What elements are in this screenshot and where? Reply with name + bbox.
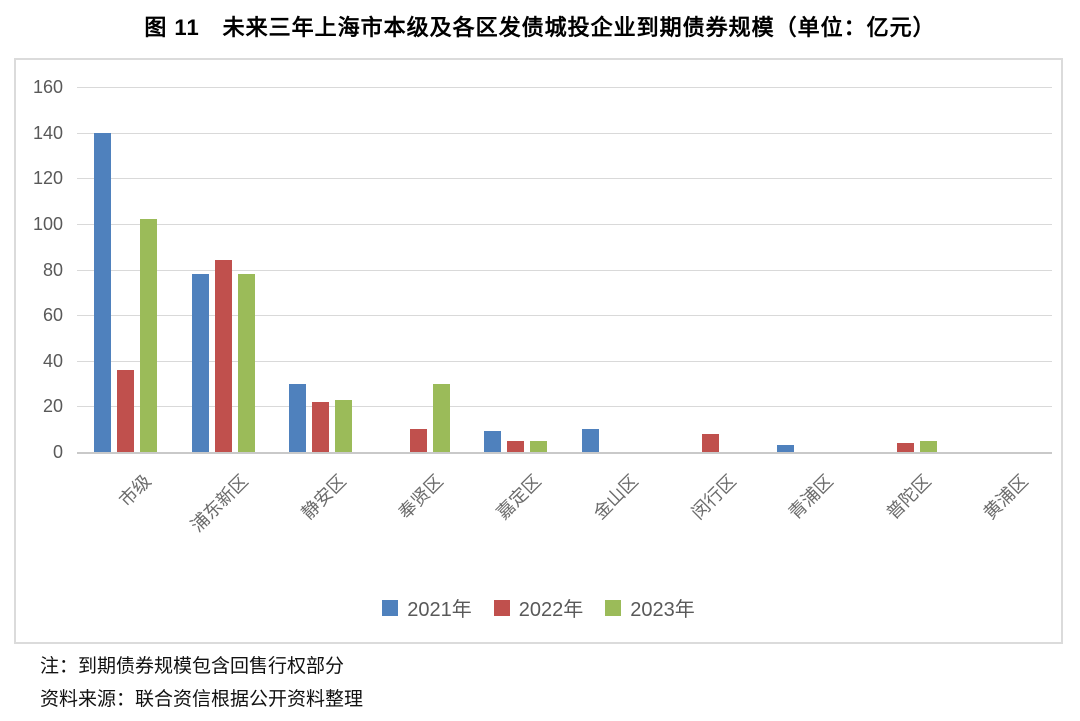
chart-title: 图 11 未来三年上海市本级及各区发债城投企业到期债券规模（单位：亿元） (144, 15, 936, 40)
bar-2023年-静安区 (335, 399, 353, 452)
legend-item: 2021年 (382, 593, 472, 622)
bar-2021年-金山区 (581, 429, 599, 452)
bar-group (857, 87, 955, 452)
plot-area: 0 20 40 60 80 100 120 140 160 (33, 77, 1053, 462)
legend-item: 2022年 (493, 593, 584, 622)
bar-group (565, 87, 663, 452)
legend-swatch-2021年 (382, 599, 399, 616)
bar-2022年-浦东新区 (214, 260, 232, 452)
note-text: 注：到期债券规模包含回售行权部分 (40, 656, 345, 677)
gridline (77, 223, 1052, 225)
gridline (77, 406, 1052, 408)
source-text: 资料来源：联合资信根据公开资料整理 (40, 689, 364, 710)
x-axis-tick-label: 市级 (115, 470, 155, 511)
gridline (77, 360, 1052, 362)
bar-2023年-奉贤区 (432, 383, 450, 452)
bar-group (77, 87, 175, 452)
bar-2021年-静安区 (289, 383, 307, 452)
bar-2023年-普陀区 (920, 440, 938, 452)
legend-swatch-2022年 (493, 599, 510, 616)
x-axis-tick-label: 青浦区 (784, 470, 838, 524)
bar-2022年-普陀区 (897, 442, 915, 452)
bar-group (370, 87, 468, 452)
bar-group (955, 87, 1053, 452)
y-axis-tick-label: 40 (42, 350, 63, 371)
x-axis-tick-label: 普陀区 (882, 470, 935, 524)
x-axis-tick-label: 静安区 (297, 470, 350, 524)
x-axis-tick-label: 嘉定区 (492, 470, 545, 524)
y-axis-tick-label: 80 (42, 259, 63, 280)
y-axis-tick-label: 100 (32, 213, 63, 234)
bar-2021年-浦东新区 (191, 274, 209, 452)
bar-group (662, 87, 760, 452)
bar-2023年-市级 (140, 219, 158, 452)
chart-container: 0 20 40 60 80 100 120 140 160 市级 浦东新区 静安区 奉贤区 嘉定区 金山区… (14, 58, 1063, 644)
bar-2022年-嘉定区 (507, 440, 525, 452)
bar-2023年-浦东新区 (237, 274, 255, 452)
x-axis-tick-label: 浦东新区 (187, 470, 253, 536)
legend: 2021年 2022年 2023年 (16, 593, 1061, 622)
x-axis-line (77, 452, 1052, 454)
legend-label: 2021年 (407, 599, 472, 621)
y-axis-tick-label: 0 (52, 442, 63, 462)
y-axis-tick-label: 20 (42, 396, 63, 417)
y-axis-tick-label: 140 (32, 122, 63, 143)
bar-2023年-嘉定区 (530, 440, 548, 452)
legend-swatch-2023年 (605, 599, 622, 616)
footnotes: 注：到期债券规模包含回售行权部分 资料来源：联合资信根据公开资料整理 (40, 650, 363, 716)
x-axis-tick-label: 金山区 (589, 470, 643, 524)
gridline (77, 315, 1052, 317)
bar-2021年-市级 (94, 132, 112, 452)
legend-item: 2023年 (605, 593, 695, 622)
x-axis-labels: 市级 浦东新区 静安区 奉贤区 嘉定区 金山区 闵行区 青浦区 普陀区 黄浦区 (77, 462, 1052, 582)
bar-2022年-闵行区 (702, 433, 720, 452)
x-axis-tick-label: 闵行区 (687, 470, 740, 524)
gridline (77, 269, 1052, 271)
x-axis-tick-label: 黄浦区 (979, 470, 1033, 524)
bar-group (760, 87, 858, 452)
y-axis-tick-label: 120 (32, 168, 63, 189)
y-axis-tick-label: 60 (42, 305, 63, 326)
x-axis-tick-label: 奉贤区 (394, 470, 448, 524)
bar-group (175, 87, 273, 452)
legend-label: 2023年 (630, 599, 695, 621)
bar-2022年-市级 (117, 369, 135, 452)
legend-label: 2022年 (518, 599, 584, 621)
bar-2022年-奉贤区 (409, 429, 427, 452)
gridline (77, 132, 1052, 134)
gridline (77, 178, 1052, 180)
bar-2022年-静安区 (312, 401, 330, 452)
y-axis-tick-label: 160 (32, 77, 63, 97)
bar-group (467, 87, 565, 452)
gridline (77, 87, 1052, 88)
bar-2021年-青浦区 (776, 445, 794, 452)
bar-2021年-嘉定区 (484, 431, 502, 452)
bar-group (272, 87, 370, 452)
